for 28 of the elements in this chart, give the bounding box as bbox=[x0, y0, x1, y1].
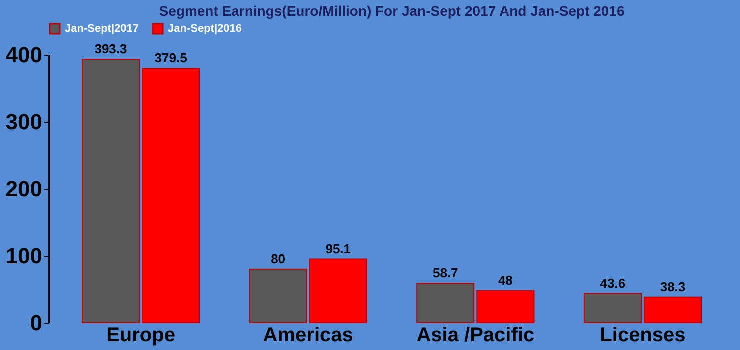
x-tick-label: Europe bbox=[106, 324, 176, 346]
y-tick-label: 100 bbox=[6, 244, 42, 268]
legend-label: Jan-Sept|2016 bbox=[168, 23, 242, 35]
bar bbox=[249, 268, 308, 324]
bar bbox=[416, 283, 475, 324]
x-tick-label: Licenses bbox=[600, 324, 686, 346]
bar bbox=[584, 293, 642, 324]
x-tick-label: Americas bbox=[263, 324, 354, 346]
x-tick-label: Asia /Pacific bbox=[416, 324, 535, 346]
bar bbox=[309, 258, 368, 324]
bar bbox=[142, 68, 200, 324]
data-label: 38.3 bbox=[660, 279, 686, 294]
y-tick-label: 200 bbox=[6, 176, 42, 202]
y-tick-label: 300 bbox=[6, 110, 42, 134]
bar bbox=[644, 296, 702, 324]
bar bbox=[476, 290, 535, 324]
data-label: 379.5 bbox=[154, 50, 188, 66]
data-label: 58.7 bbox=[432, 266, 458, 281]
chart-title: Segment Earnings(Euro/Million) For Jan-Sept 2017 And Jan-Sept 2016 bbox=[159, 3, 625, 19]
y-tick-label: 400 bbox=[6, 42, 42, 68]
legend-label: Jan-Sept|2017 bbox=[65, 23, 140, 35]
data-label: 43.6 bbox=[600, 276, 626, 291]
data-label: 48 bbox=[498, 272, 513, 288]
y-tick-label: 0 bbox=[30, 310, 42, 336]
data-label: 95.1 bbox=[326, 241, 352, 256]
data-label: 80 bbox=[271, 251, 286, 266]
bar bbox=[82, 58, 140, 324]
data-label: 393.3 bbox=[94, 41, 128, 56]
